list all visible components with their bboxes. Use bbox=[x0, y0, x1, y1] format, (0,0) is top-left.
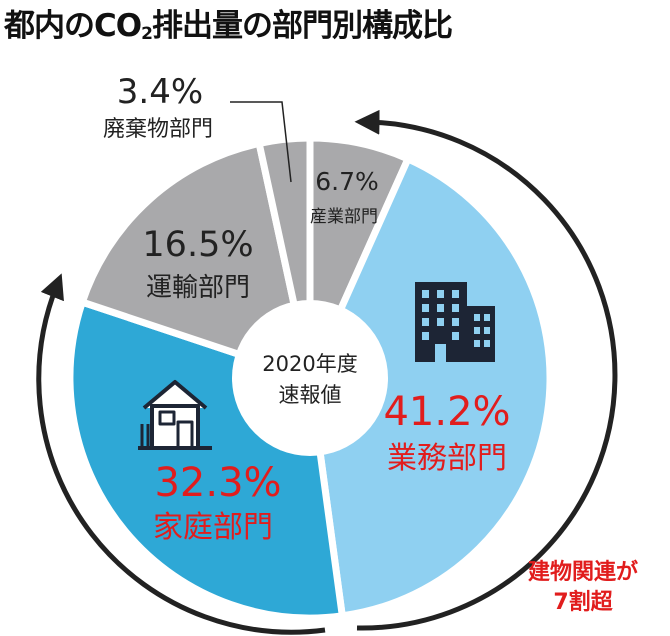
slice-value-katei: 32.3% bbox=[154, 460, 281, 506]
annotation-note: 建物関連が 7割超 bbox=[508, 558, 658, 618]
title-subscript: 2 bbox=[141, 24, 153, 44]
circular-arrow-icon bbox=[354, 109, 618, 631]
annotation-line2: 7割超 bbox=[553, 590, 613, 615]
circular-arrow-left-icon bbox=[36, 273, 326, 635]
slice-value-sangyo: 6.7% bbox=[315, 167, 379, 196]
chart-title: 都内のCO2排出量の部門別構成比 bbox=[4, 0, 453, 45]
annotation-line1: 建物関連が bbox=[527, 560, 638, 585]
slice-value-unyu: 16.5% bbox=[142, 225, 253, 265]
title-rest: 排出量の部門別構成比 bbox=[151, 8, 453, 44]
office-building-icon bbox=[415, 282, 495, 362]
center-label-line2: 速報値 bbox=[279, 383, 342, 407]
donut-hole bbox=[232, 300, 388, 456]
slice-value-haikibutsu: 3.4% bbox=[117, 72, 203, 112]
house-icon bbox=[138, 380, 212, 450]
center-label-line1: 2020年度 bbox=[262, 352, 357, 376]
title-main: 都内のCO bbox=[4, 8, 142, 44]
slice-gyomu bbox=[306, 155, 554, 620]
haikibutsu-leader-line bbox=[230, 101, 292, 183]
slice-unyu bbox=[78, 139, 314, 382]
slice-label-haikibutsu: 廃棄物部門 bbox=[103, 117, 213, 142]
slice-label-sangyo: 産業部門 bbox=[310, 207, 378, 227]
slice-value-gyomu: 41.2% bbox=[383, 389, 510, 435]
slice-label-unyu: 運輸部門 bbox=[146, 273, 250, 303]
slice-label-katei: 家庭部門 bbox=[153, 510, 273, 545]
slice-label-gyomu: 業務部門 bbox=[387, 441, 507, 476]
